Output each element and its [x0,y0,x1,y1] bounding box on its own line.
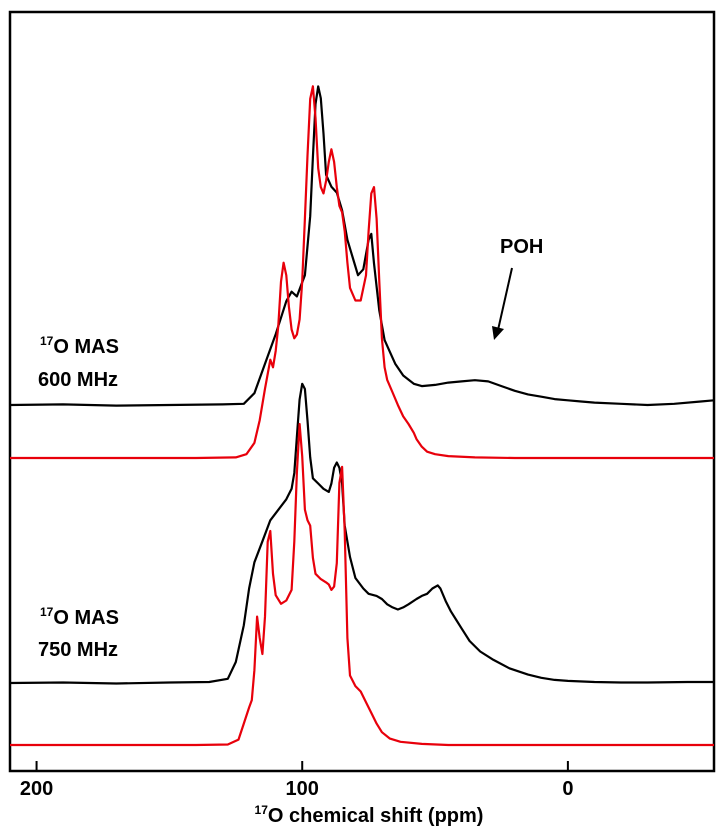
spectrum-label-600-text: O MAS [53,336,119,358]
spectrum-label-750-text: O MAS [53,607,119,629]
spectrum-label-750-line2: 750 MHz [38,639,118,661]
spectrum-label-600-sup: 17 [40,334,54,348]
plot-frame [8,10,716,773]
spectrum-750-simulated-line [10,422,714,747]
spectrum-600-simulated-line [10,85,714,460]
x-tick-label-0: 0 [562,778,573,800]
spectrum-label-750-line1: 17O MAS [40,605,119,629]
spectrum-750-experimental-line [9,382,714,685]
spectrum-label-750-sup: 17 [40,605,54,619]
poh-arrow [492,267,513,340]
poh-annotation-label: POH [500,236,543,258]
spectrum-label-600-line1: 17O MAS [40,334,119,358]
x-axis-ticks: 200 100 0 [20,761,573,800]
spectra-group [9,85,715,747]
x-axis-title-text: O chemical shift (ppm) [268,805,484,827]
x-axis-title: 17O chemical shift (ppm) [255,803,484,827]
x-tick-label-200: 200 [20,778,53,800]
x-axis-title-sup: 17 [255,803,269,817]
spectrum-label-600-line2: 600 MHz [38,369,118,391]
x-tick-label-100: 100 [286,778,319,800]
